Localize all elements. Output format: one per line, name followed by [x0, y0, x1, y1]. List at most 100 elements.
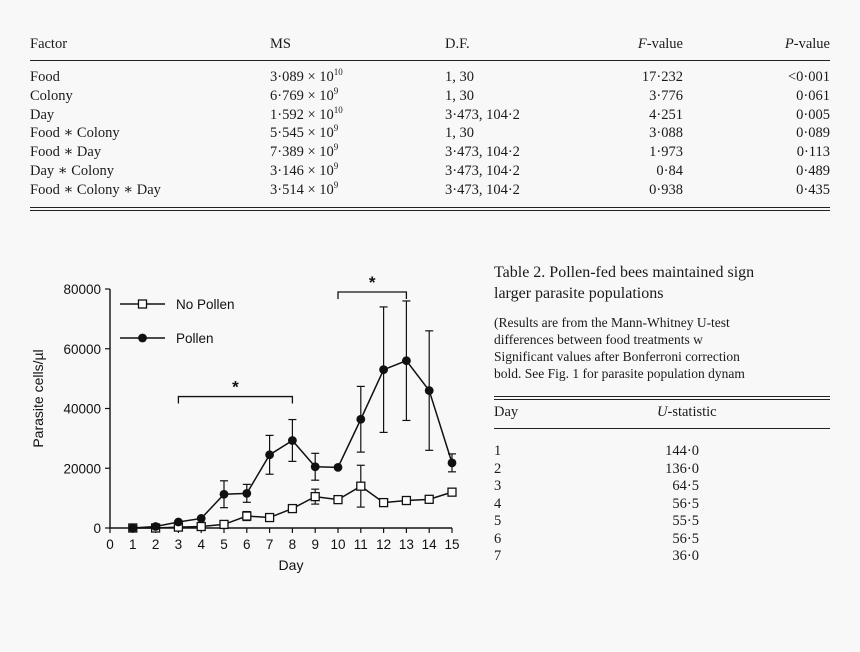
table2-row: 4 56·5 [494, 496, 830, 514]
cell-f: 3·088 [649, 125, 683, 142]
cell-p: 0·089 [796, 125, 830, 142]
table2-row: 7 36·0 [494, 548, 830, 566]
cell-ms: 3·089 × 1010 [270, 67, 343, 86]
data-point [402, 356, 411, 366]
data-point [128, 523, 138, 533]
data-point [242, 488, 252, 498]
data-point [242, 511, 252, 521]
table2-note-line: Significant values after Bonferroni corr… [494, 349, 740, 364]
x-tick-label: 1 [129, 537, 137, 552]
cell-ms: 3·514 × 109 [270, 179, 339, 198]
cell-factor: Day ∗ Colony [30, 162, 114, 179]
data-point [424, 494, 434, 504]
anova-row: Food ∗ Day 7·389 × 109 3·473, 104·2 1·973 0·… [30, 142, 830, 163]
data-point [219, 519, 229, 530]
cell-f: 1·973 [649, 144, 683, 161]
anova-row: Colony 6·769 × 109 1, 30 3·776 0·061 [30, 85, 830, 107]
cell-factor: Food ∗ Day [30, 144, 102, 161]
y-tick-label: 0 [93, 521, 101, 536]
anova-row: Food 3·089 × 1010 1, 30 17·232 <0·001 [30, 67, 830, 88]
cell-ms: 1·592 × 1010 [270, 104, 343, 123]
cell-df: 3·473, 104·2 [445, 162, 520, 179]
cell-df: 3·473, 104·2 [445, 106, 520, 123]
anova-row: Food ∗ Colony 5·545 × 109 1, 30 3·088 0·089 [30, 124, 830, 144]
cell-df: 1, 30 [445, 125, 474, 142]
table2-header-day: Day [494, 404, 519, 420]
x-tick-label: 15 [444, 537, 459, 552]
legend-marker [137, 299, 148, 309]
table2-title: Table 2. Pollen-fed bees maintained sign… [494, 262, 830, 304]
significance-star: * [232, 378, 239, 397]
data-point [151, 522, 161, 531]
cell-p: 0·061 [796, 87, 830, 104]
table2-note: (Results are from the Mann-Whitney U-tes… [494, 314, 830, 382]
data-point [264, 512, 275, 523]
cell-u: 55·5 [672, 513, 699, 529]
cell-factor: Day [30, 106, 55, 123]
x-tick-label: 11 [354, 537, 368, 552]
table2-row: 5 55·5 [494, 513, 830, 531]
data-point [356, 481, 366, 491]
data-point [196, 514, 206, 523]
x-tick-label: 8 [289, 537, 297, 552]
cell-ms: 6·769 × 109 [270, 85, 339, 104]
data-point [378, 497, 389, 508]
anova-table: Factor MS D.F. F-value P-value Food 3·089… [30, 30, 830, 211]
cell-f: 0·938 [649, 181, 683, 198]
cell-ms: 3·146 × 109 [270, 160, 339, 179]
cell-df: 1, 30 [445, 69, 474, 85]
table2-note-line: bold. See Fig. 1 for parasite population… [494, 366, 745, 381]
cell-p: 0·435 [796, 181, 830, 198]
table-rule [30, 60, 830, 61]
table2-note-line: (Results are from the Mann-Whitney U-tes… [494, 315, 730, 330]
header-df: D.F. [445, 36, 470, 52]
table2-header-rule [494, 428, 830, 429]
table2-row: 6 56·5 [494, 531, 830, 549]
cell-df: 3·473, 104·2 [445, 144, 520, 161]
header-ms: MS [270, 36, 291, 52]
x-tick-label: 7 [266, 537, 274, 552]
anova-header-row: Factor MS D.F. F-value P-value [30, 30, 830, 60]
cell-day: 1 [494, 443, 502, 459]
table2: Table 2. Pollen-fed bees maintained sign… [494, 262, 830, 566]
cell-u: 64·5 [672, 478, 699, 494]
data-point [219, 489, 229, 499]
cell-ms: 7·389 × 109 [270, 142, 339, 161]
significance-bracket [337, 291, 408, 299]
table2-note-line: differences between food treatments w [494, 332, 703, 347]
cell-f: 4·251 [649, 106, 683, 123]
data-point [196, 521, 206, 532]
cell-p: 0·489 [796, 162, 830, 179]
significance-bracket [177, 395, 294, 404]
cell-f: 3·776 [649, 87, 683, 104]
x-tick-label: 14 [422, 537, 438, 552]
cell-df: 1, 30 [445, 87, 474, 104]
data-point [287, 503, 298, 514]
data-point [288, 436, 297, 445]
anova-row: Day ∗ Colony 3·146 × 109 3·473, 104·2 0·84 0… [30, 160, 830, 182]
cell-u: 36·0 [672, 548, 699, 564]
header-p-value: P-value [784, 36, 830, 52]
y-axis-label: Parasite cells/µl [30, 349, 46, 447]
x-tick-label: 2 [152, 537, 160, 552]
x-tick-label: 0 [106, 537, 114, 552]
anova-row: Day 1·592 × 1010 3·473, 104·2 4·251 0·005 [30, 104, 830, 126]
legend-marker [138, 333, 147, 343]
table2-header-row: Day U-statistic [494, 400, 830, 428]
legend-label: No Pollen [176, 297, 235, 312]
table2-row: 2 136·0 [494, 461, 830, 479]
cell-u: 56·5 [672, 495, 699, 512]
y-tick-label: 40000 [63, 402, 101, 417]
data-point [447, 487, 457, 497]
cell-factor: Food ∗ Colony [30, 125, 120, 142]
table2-title-line: larger parasite populations [494, 285, 664, 302]
data-point [401, 495, 412, 506]
header-factor: Factor [30, 36, 68, 52]
cell-f: 0·84 [656, 162, 683, 179]
cell-p: 0·113 [796, 144, 830, 161]
y-tick-label: 80000 [63, 282, 101, 297]
x-tick-label: 5 [220, 537, 228, 552]
cell-day: 4 [494, 495, 502, 512]
data-point [310, 491, 320, 502]
